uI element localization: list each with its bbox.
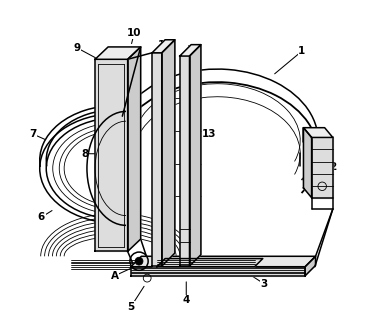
Text: 5: 5 bbox=[127, 302, 135, 312]
Circle shape bbox=[135, 257, 143, 265]
Text: 6: 6 bbox=[38, 212, 45, 222]
Text: 1: 1 bbox=[298, 46, 306, 56]
Polygon shape bbox=[190, 45, 201, 266]
Polygon shape bbox=[303, 128, 311, 198]
Text: 8: 8 bbox=[82, 149, 89, 159]
Polygon shape bbox=[152, 40, 175, 53]
Polygon shape bbox=[95, 47, 141, 59]
Text: 10: 10 bbox=[127, 28, 141, 38]
Polygon shape bbox=[128, 47, 141, 251]
Polygon shape bbox=[131, 256, 315, 267]
Text: 13: 13 bbox=[202, 129, 216, 139]
Text: 7: 7 bbox=[30, 129, 37, 139]
Polygon shape bbox=[180, 45, 201, 56]
Polygon shape bbox=[157, 259, 263, 267]
Text: 3: 3 bbox=[261, 279, 268, 289]
Text: 11: 11 bbox=[158, 40, 172, 50]
Polygon shape bbox=[305, 256, 315, 276]
Polygon shape bbox=[180, 56, 190, 266]
Polygon shape bbox=[95, 59, 128, 251]
Polygon shape bbox=[311, 137, 333, 198]
Text: A: A bbox=[111, 271, 119, 281]
Polygon shape bbox=[162, 40, 175, 266]
Polygon shape bbox=[152, 53, 162, 266]
Polygon shape bbox=[131, 267, 305, 276]
Text: 4: 4 bbox=[183, 295, 190, 305]
Text: 12: 12 bbox=[187, 44, 202, 55]
Text: 2: 2 bbox=[329, 162, 336, 172]
Text: 9: 9 bbox=[74, 43, 81, 53]
Polygon shape bbox=[303, 128, 333, 137]
